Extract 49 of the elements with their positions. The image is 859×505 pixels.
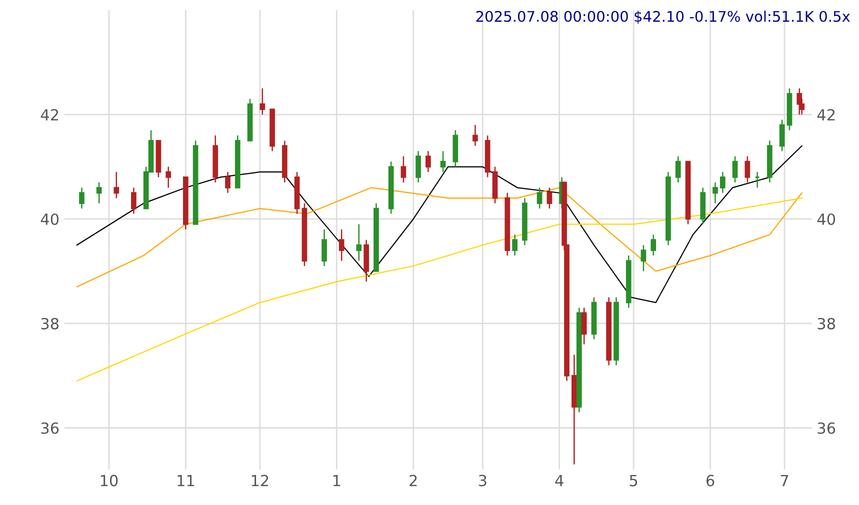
candlestick [79,187,84,210]
candlestick [712,182,718,204]
x-tick-label: 7 [780,474,788,486]
y2-tick-label: 38 [818,318,836,330]
x-tick-label: 6 [706,474,714,486]
y-tick-label: 42 [40,109,58,120]
candlestick [416,150,421,184]
x-tick-label: 3 [478,474,486,486]
y2-tick-label: 36 [818,422,836,434]
y-tick-label: 40 [40,213,59,226]
line-series [76,198,802,382]
candlestick [650,234,656,256]
y2-tick-label: 42 [817,109,835,120]
candlestick [536,187,542,210]
candlestick [131,187,136,214]
candlestick [796,88,802,116]
candlestick [440,150,446,173]
candlestick [581,307,587,345]
candlestick [472,124,478,146]
candlestick [322,228,327,267]
candlestick [640,244,646,272]
x-tick-label: 4 [555,474,564,486]
x-tick-label: 10 [100,474,118,486]
chart-title: 2025.07.08 00:00:00 $42.10 -0.17% vol:51.1K 0.5x [476,10,850,24]
x-tick-label: 2 [410,474,417,486]
line-series [76,145,802,304]
x-tick-label: 1 [333,474,340,486]
candlestick [546,187,552,210]
candlestick [225,171,230,194]
candlestick [732,156,738,184]
y-tick-label: 36 [41,422,59,434]
candlestick [166,166,172,188]
candlestick [96,182,102,204]
candlestick [400,156,406,184]
candlestick [744,156,750,184]
candlestick [675,156,681,184]
candlestick [114,171,120,199]
candlestick [512,234,518,256]
candlestick [260,88,266,116]
candlestick [426,150,431,173]
candlestick [720,171,726,194]
y-tick-label: 38 [41,318,59,330]
candlestick [779,119,785,152]
candlestick [356,224,362,262]
y2-tick-label: 40 [817,213,836,226]
x-tick-label: 12 [252,474,268,486]
x-tick-label: 11 [178,474,194,486]
x-tick-label: 5 [630,474,638,486]
candlestick [338,228,344,262]
